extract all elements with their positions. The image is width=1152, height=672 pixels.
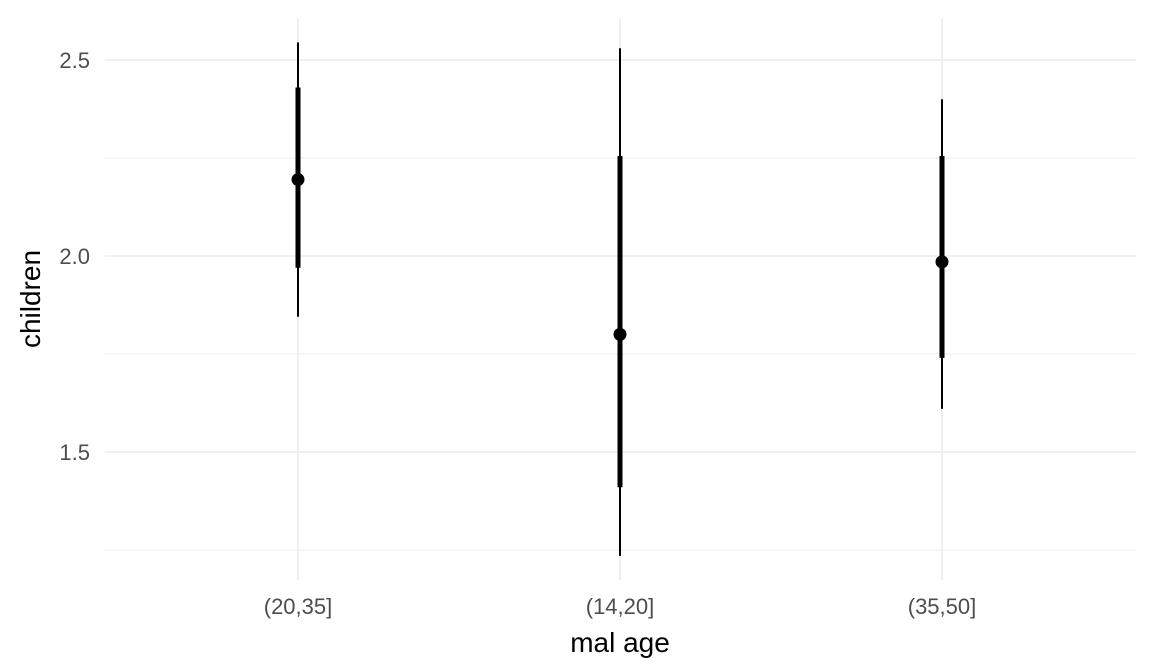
estimate-point [935,255,949,269]
y-axis-ticks: 1.5 2.0 2.5 [59,48,90,465]
x-tick-label: (20,35] [264,594,333,619]
y-tick-label: 2.5 [59,48,90,73]
y-tick-label: 2.0 [59,244,90,269]
x-axis-title: mal age [570,627,670,658]
x-tick-label: (14,20] [586,594,655,619]
x-tick-label: (35,50] [908,594,977,619]
estimate-point [291,173,305,187]
estimate-point [613,327,627,341]
y-tick-label: 1.5 [59,440,90,465]
x-axis-ticks: (20,35] (14,20] (35,50] [264,594,977,619]
y-axis-title: children [15,250,46,348]
chart-marks [291,42,949,556]
